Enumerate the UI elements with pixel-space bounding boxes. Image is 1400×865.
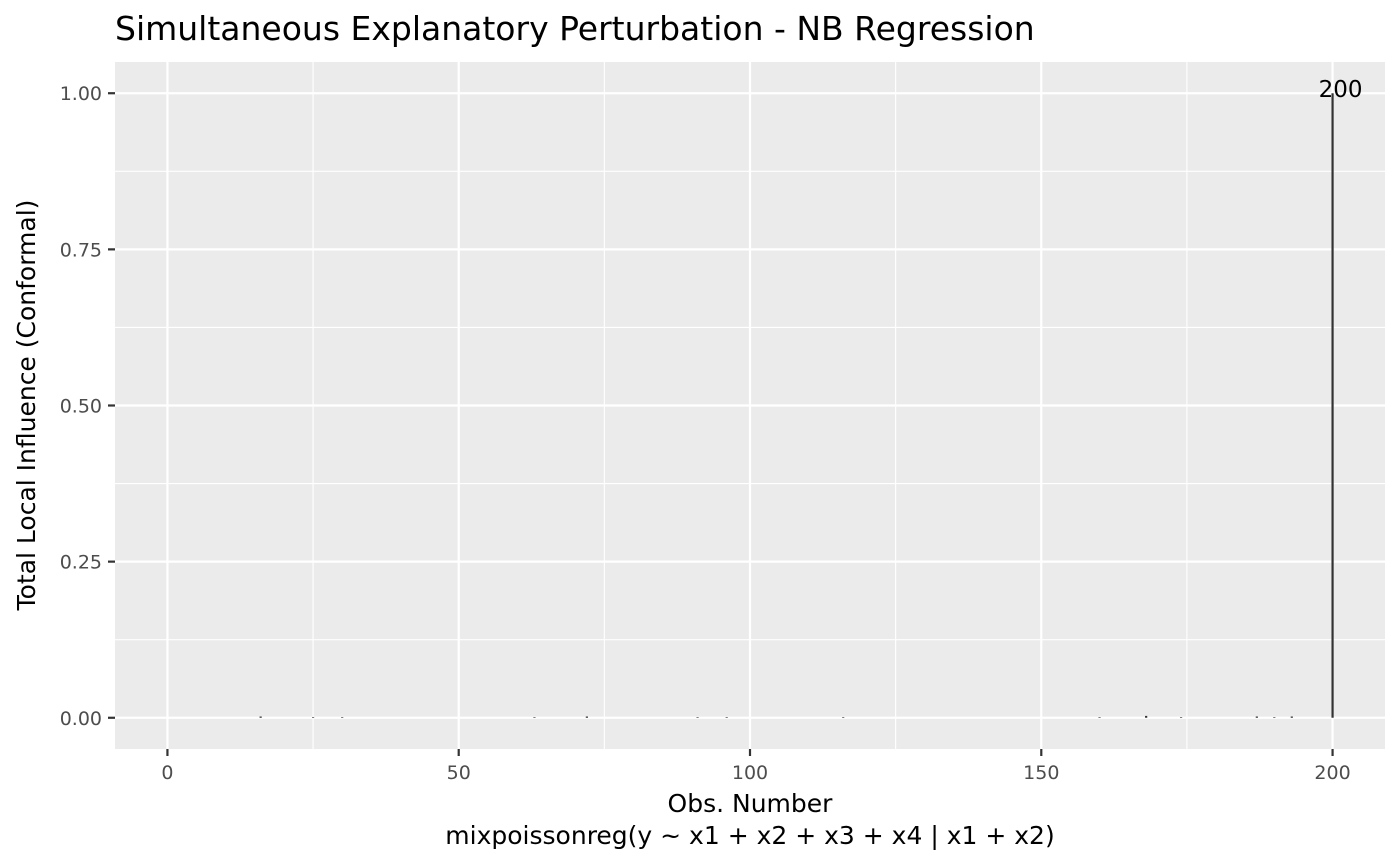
y-tick-label: 0.25: [60, 552, 102, 574]
x-tick-label: 100: [732, 762, 768, 784]
x-tick-label: 200: [1314, 762, 1350, 784]
y-tick-label: 1.00: [60, 83, 102, 105]
data-label: 200: [1319, 77, 1363, 103]
x-tick-label: 150: [1023, 762, 1059, 784]
chart-title: Simultaneous Explanatory Perturbation - …: [115, 9, 1035, 48]
grid-major: [115, 62, 1385, 749]
x-tick-label: 50: [447, 762, 471, 784]
x-axis-subtitle: mixpoissonreg(y ~ x1 + x2 + x3 + x4 | x1…: [445, 821, 1054, 850]
y-tick-label: 0.00: [60, 708, 102, 730]
x-tick-label: 0: [161, 762, 173, 784]
x-axis-title: Obs. Number: [668, 789, 834, 818]
data-bars: [259, 93, 1334, 718]
x-axis: 0 50 100 150 200: [161, 749, 1351, 784]
y-tick-label: 0.50: [60, 396, 102, 418]
annotations: 200: [1319, 77, 1363, 103]
y-axis-title: Total Local Influence (Conformal): [12, 200, 41, 612]
y-tick-label: 0.75: [60, 239, 102, 261]
y-axis: 0.00 0.25 0.50 0.75 1.00: [60, 83, 115, 730]
